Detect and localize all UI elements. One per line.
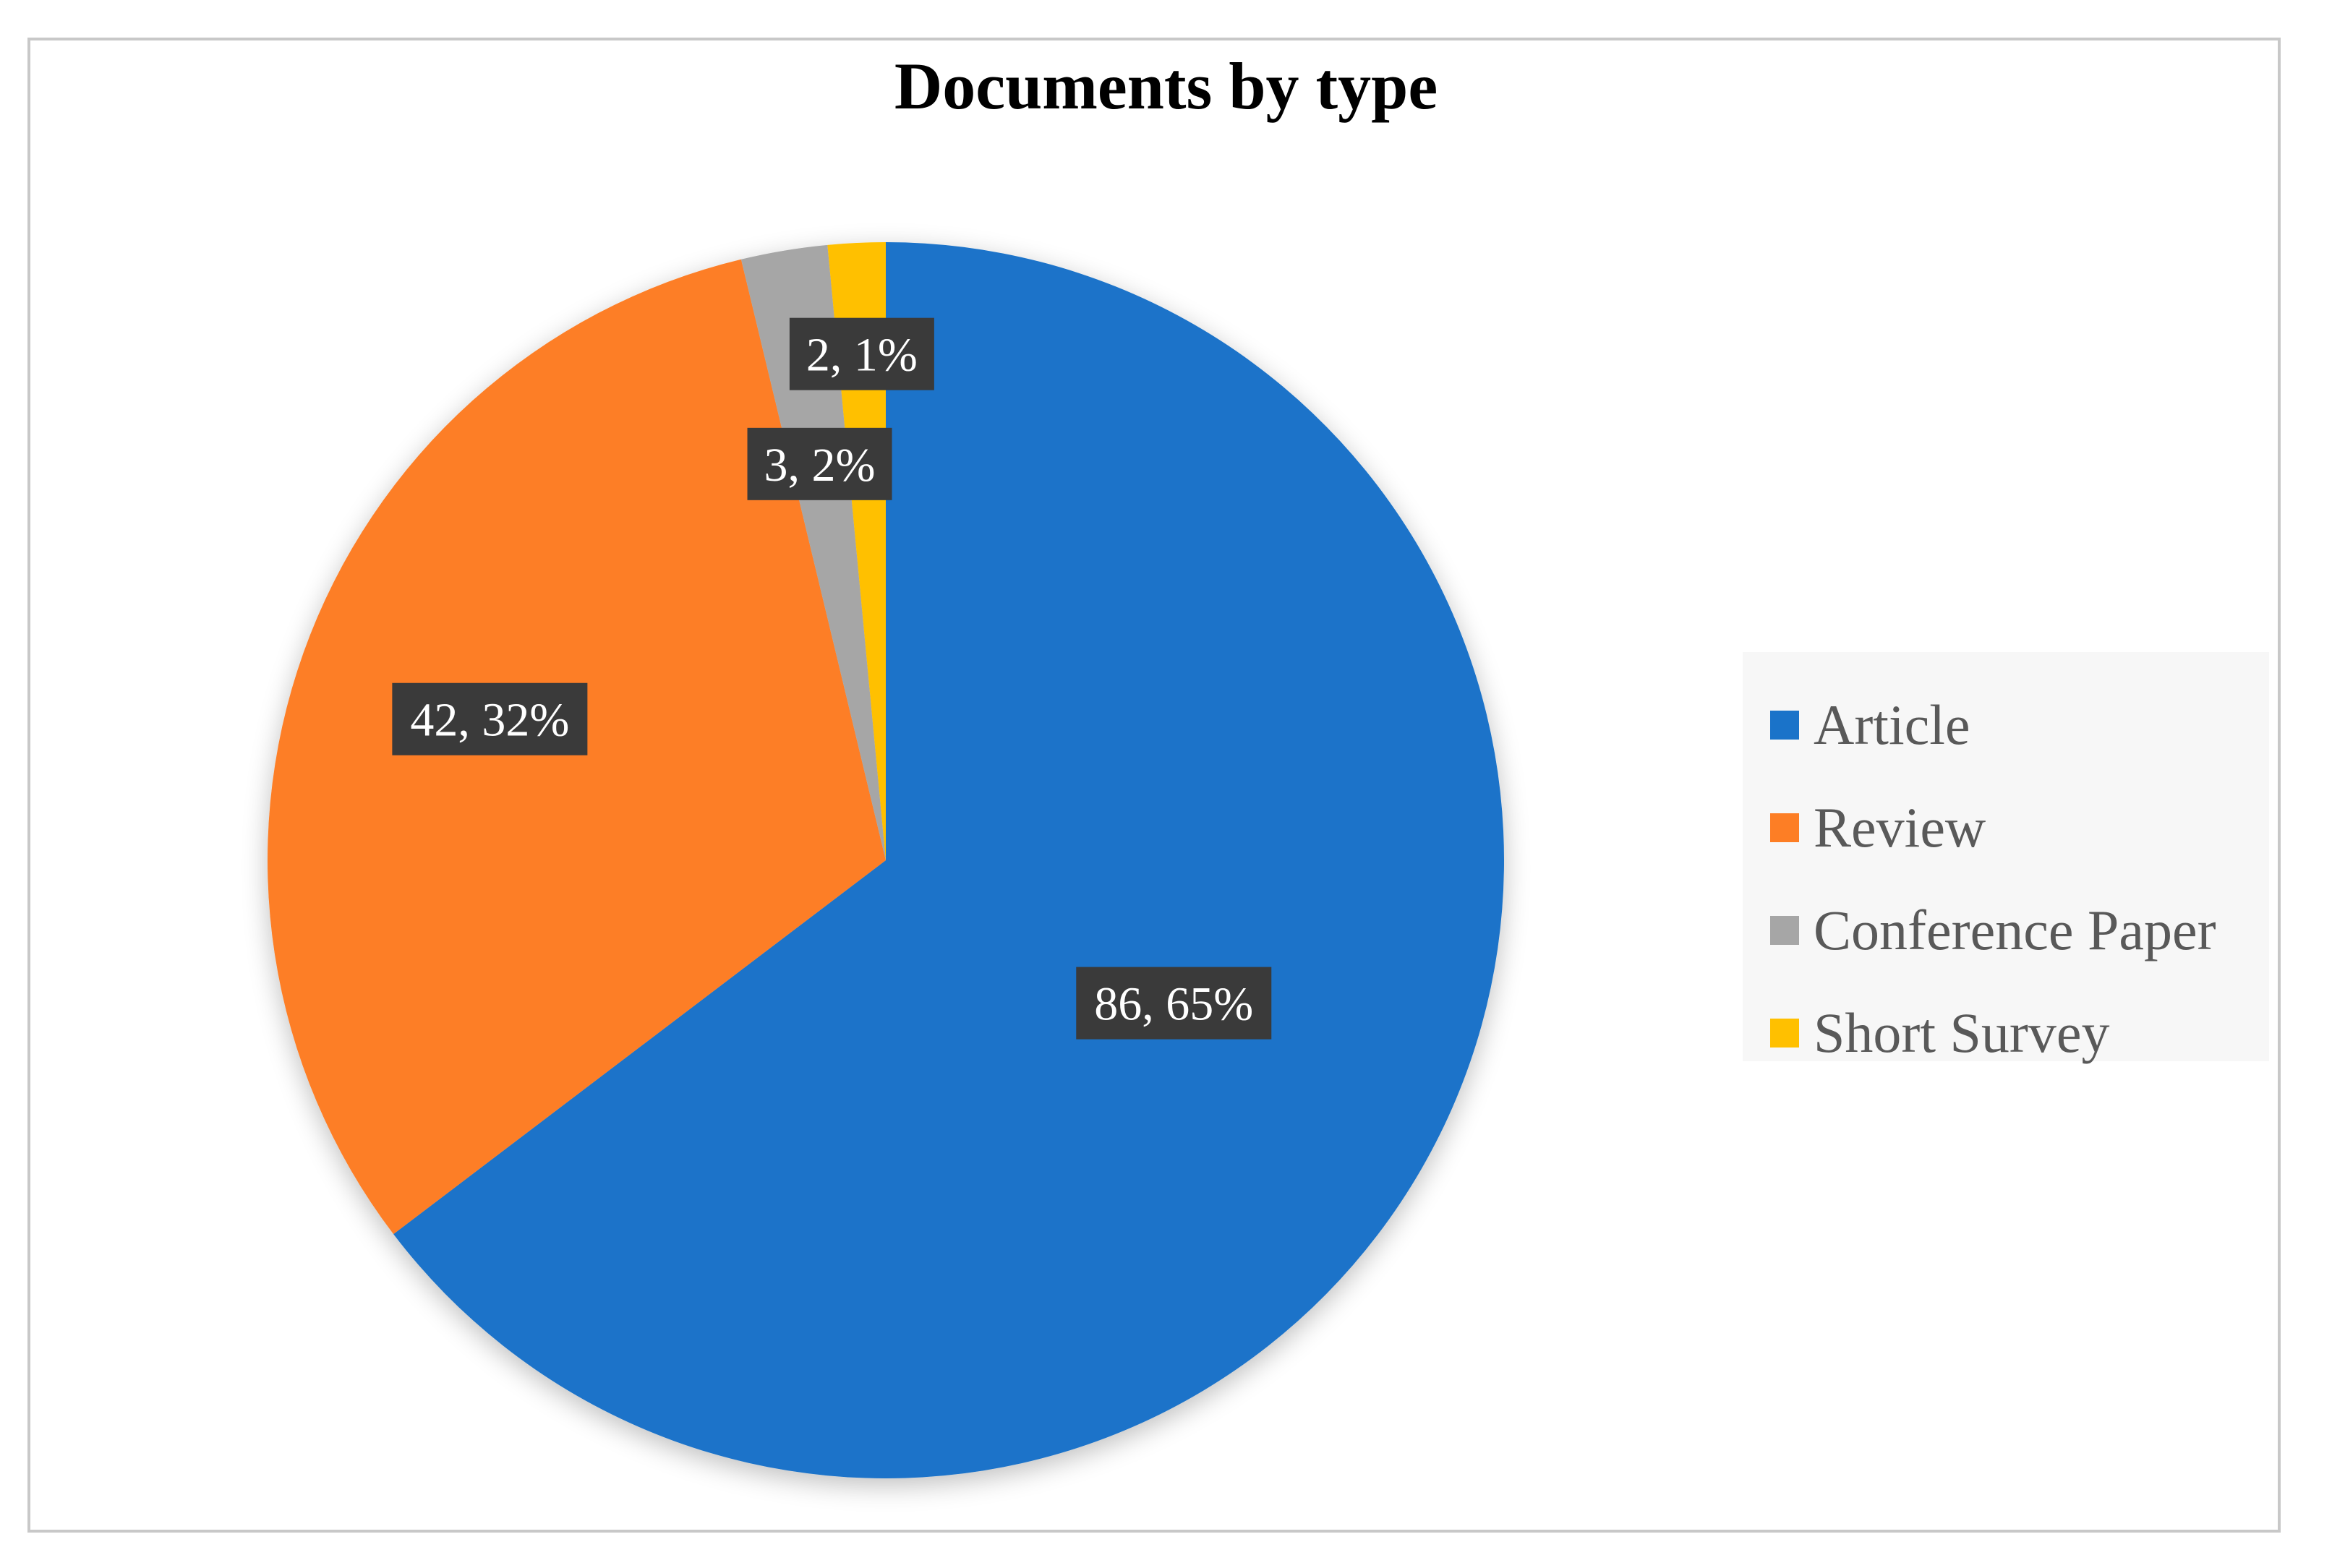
legend-label-article: Article: [1814, 693, 1970, 756]
data-label-text: 2, 1%: [806, 329, 918, 382]
data-label-text: 42, 32%: [410, 694, 569, 747]
data-label-text: 3, 2%: [764, 439, 876, 492]
data-label-article: 86, 65%: [1076, 967, 1272, 1040]
legend-item-short-survey: Short Survey: [1743, 982, 2269, 1084]
legend-item-conference-paper: Conference Paper: [1743, 879, 2269, 982]
legend-item-review: Review: [1743, 776, 2269, 879]
legend-item-article: Article: [1743, 674, 2269, 776]
chart-title: Documents by type: [894, 49, 1438, 123]
pie-slice-short-survey: [827, 242, 886, 860]
legend-label-review: Review: [1814, 796, 1986, 859]
pie-slice-conference-paper: [740, 244, 886, 860]
legend: Article Review Conference Paper Short Su…: [1743, 652, 2269, 1064]
legend-swatch-article: [1770, 711, 1799, 740]
data-label-conference-paper: 3, 2%: [747, 427, 892, 500]
pie-slice-article: [393, 242, 1504, 1478]
legend-swatch-review: [1770, 813, 1799, 842]
data-label-short-survey: 2, 1%: [789, 317, 934, 390]
data-label-review: 42, 32%: [392, 682, 588, 755]
legend-label-conference-paper: Conference Paper: [1814, 899, 2216, 961]
legend-swatch-short-survey: [1770, 1019, 1799, 1048]
legend-swatch-conference-paper: [1770, 916, 1799, 945]
legend-label-short-survey: Short Survey: [1814, 1001, 2110, 1064]
data-label-text: 86, 65%: [1094, 978, 1253, 1031]
